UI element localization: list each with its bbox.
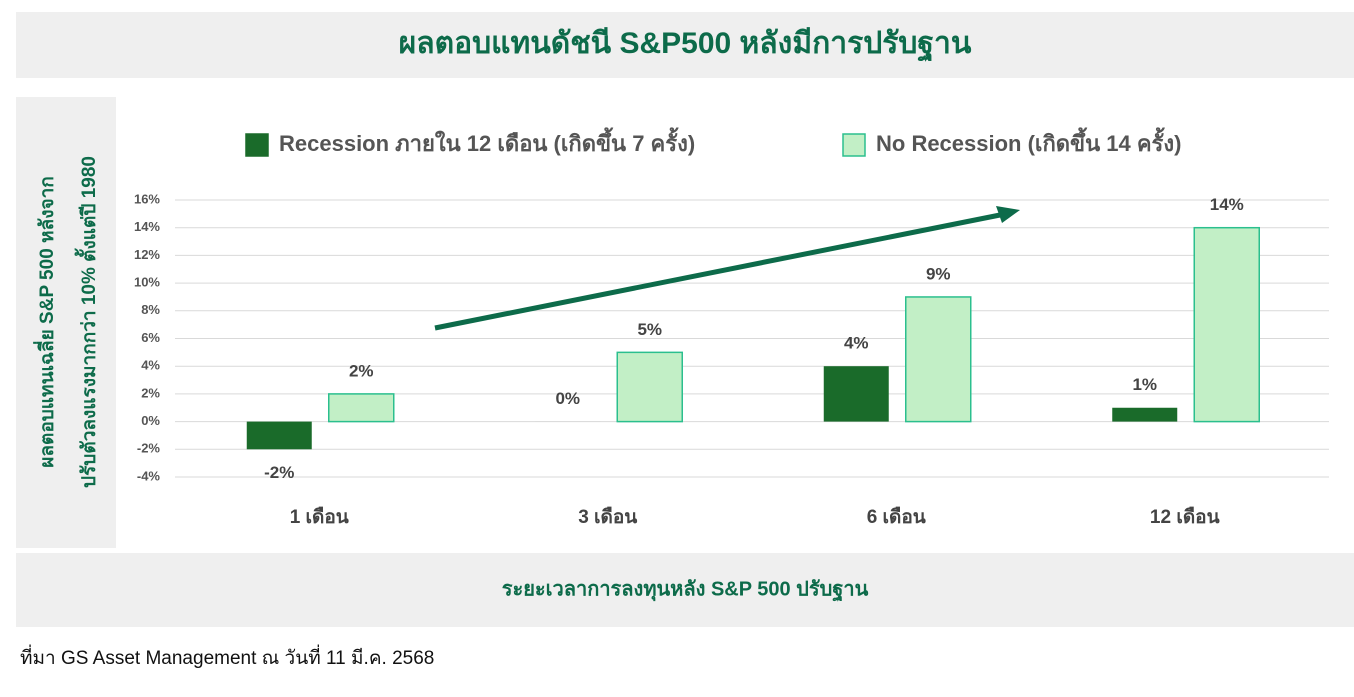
value-label: 14%: [1210, 195, 1244, 214]
legend-label: No Recession (เกิดขึ้น 14 ครั้ง): [876, 127, 1181, 156]
bar: [328, 393, 395, 423]
y-tick-label: -2%: [137, 441, 161, 456]
y-axis-label: ผลตอบแทนเฉลี่ย S&P 500 หลังจาก: [33, 176, 58, 468]
legend-swatch: [842, 133, 866, 157]
x-tick-label: 12 เดือน: [1150, 506, 1220, 528]
y-tick-label: 6%: [141, 330, 160, 345]
value-label: 0%: [555, 389, 580, 408]
bar: [616, 351, 683, 423]
bar: [1112, 407, 1178, 422]
value-label: 1%: [1132, 375, 1157, 394]
y-tick-label: -4%: [137, 468, 161, 483]
bar: [1193, 226, 1260, 423]
value-label: 4%: [844, 334, 869, 353]
value-label: 5%: [637, 320, 662, 339]
y-tick-label: 4%: [141, 358, 160, 373]
x-tick-label: 6 เดือน: [867, 506, 926, 528]
x-axis-label: ระยะเวลาการลงทุนหลัง S&P 500 ปรับฐาน: [502, 578, 869, 602]
y-tick-label: 12%: [134, 247, 160, 262]
value-label: 2%: [349, 361, 374, 380]
trend-arrow: [434, 212, 1001, 331]
chart-title: ผลตอบแทนดัชนี S&P500 หลังมีการปรับฐาน: [399, 27, 972, 63]
arrow-head: [996, 206, 1020, 223]
y-tick-label: 8%: [141, 302, 160, 317]
title-band: [16, 12, 1354, 78]
y-tick-label: 14%: [134, 219, 160, 234]
y-tick-label: 10%: [134, 275, 160, 290]
y-axis-label: ปรับตัวลงแรงมากกว่า 10% ตั้งแต่ปี 1980: [74, 156, 100, 488]
y-tick-label: 16%: [134, 191, 160, 206]
bar: [823, 366, 889, 422]
legend-swatch: [245, 133, 269, 157]
y-tick-label: 0%: [141, 413, 160, 428]
plot: -4% -2% 0% 2% 4% 6% 8% 10% 12% 14% 16% Recession ภา…: [134, 127, 1329, 528]
x-tick-label: 1 เดือน: [290, 506, 349, 528]
x-tick-label: 3 เดือน: [578, 506, 637, 528]
y-tick-label: 2%: [141, 385, 160, 400]
bar: [246, 421, 312, 450]
legend-label: Recession ภายใน 12 เดือน (เกิดขึ้น 7 ครั…: [279, 127, 695, 156]
bar: [905, 296, 972, 423]
xlabel-band: [16, 553, 1354, 627]
value-label: 9%: [926, 264, 951, 283]
ylabel-panel: [16, 97, 116, 548]
source-note: ที่มา GS Asset Management ณ วันที่ 11 มี…: [20, 644, 434, 669]
value-label: -2%: [264, 463, 294, 482]
